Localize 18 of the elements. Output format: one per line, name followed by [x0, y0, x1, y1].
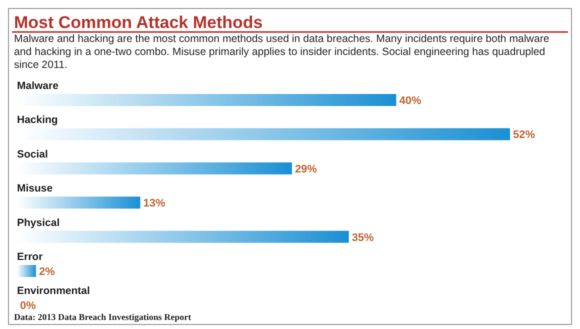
annotation: Data: 2013 Data Breach Investigations Report [14, 312, 192, 322]
y-tick-label: Hacking [17, 114, 58, 126]
data-label: 40% [399, 95, 422, 107]
y-tick-label: Environmental [17, 285, 90, 298]
chart-title: Most Common Attack Methods [14, 13, 263, 32]
y-tick-label: Misuse [17, 182, 53, 195]
bar [17, 265, 36, 277]
y-tick-label: Social [17, 148, 48, 160]
data-label: 2% [38, 266, 56, 278]
data-label: 0% [20, 300, 36, 312]
chart-subtitle: Malware and hacking are the most common methods used in data breaches. Many incidents require both malware and hacking in a one-two combo. Misuse primarily applies to insider incidents. Social engineering has quadrupled since 2011. [14, 33, 550, 72]
y-tick-label: Error [17, 251, 43, 263]
y-tick-label: Physical [17, 216, 60, 229]
y-tick-label: Malware [17, 80, 59, 92]
data-label: 29% [294, 163, 318, 176]
data-label: 13% [143, 198, 166, 210]
data-label: 52% [513, 129, 536, 142]
data-label: 35% [352, 232, 374, 244]
